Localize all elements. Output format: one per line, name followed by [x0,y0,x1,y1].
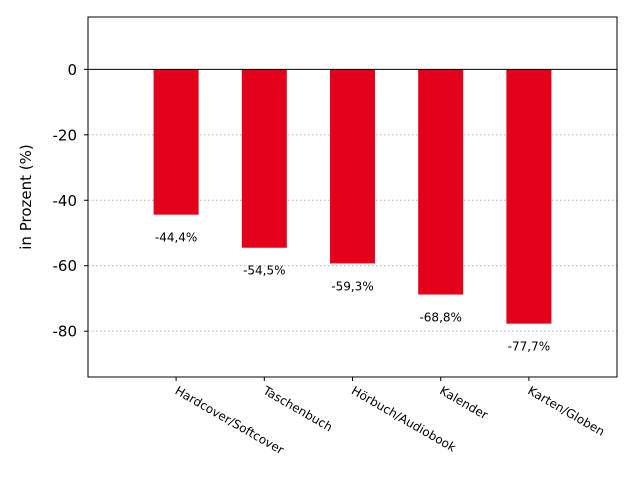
data-label: -54,5% [243,264,285,278]
bar [330,69,375,264]
bar [153,69,199,215]
bar [241,69,287,248]
y-tick-label: -60 [53,257,78,275]
x-tick-label: Karten/Globen [525,383,607,438]
data-labels: -44,4% -54,5% -59,3% -68,8% -77,7% [155,231,550,354]
data-label: -59,3% [331,279,373,293]
y-tick-label: 0 [67,61,77,79]
data-label: -77,7% [508,340,550,354]
data-label: -68,8% [419,311,461,325]
y-axis-title: in Prozent (%) [17,144,35,249]
bar [506,69,552,324]
y-axis-ticks: 0 -20 -40 -60 -80 [53,61,88,341]
y-tick-label: -40 [53,192,78,210]
bar [418,69,464,295]
data-label: -44,4% [155,231,197,245]
y-tick-label: -80 [53,323,78,341]
y-tick-label: -20 [53,126,78,144]
x-tick-label: Taschenbuch [260,383,335,434]
x-tick-label: Kalender [437,383,490,422]
bars [153,69,552,324]
